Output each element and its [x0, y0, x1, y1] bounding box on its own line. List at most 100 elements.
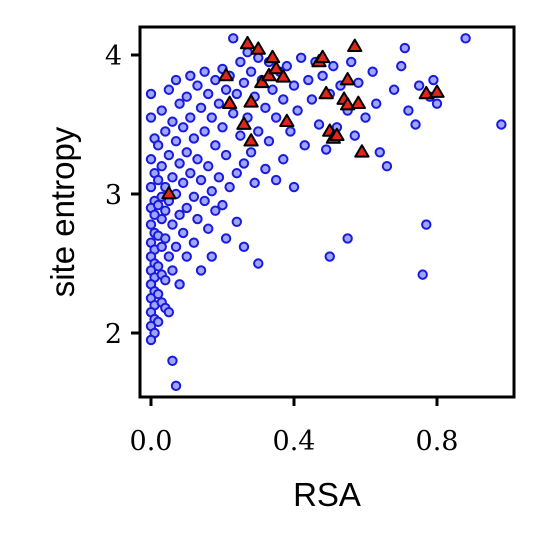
y-axis: 2 3 4 site entropy	[44, 41, 139, 350]
circle-point	[203, 88, 214, 100]
points-layer	[145, 33, 507, 392]
triangle-point	[429, 84, 445, 98]
triangle-point	[350, 95, 366, 109]
triangle-point	[243, 133, 259, 147]
circle-point	[210, 74, 221, 86]
circle-point	[288, 80, 300, 91]
circle-point	[160, 233, 171, 244]
circle-point	[181, 147, 192, 158]
circle-point	[181, 202, 192, 214]
circle-point	[152, 174, 164, 186]
circle-point	[163, 251, 175, 262]
circle-point	[228, 33, 239, 44]
circle-point	[245, 66, 257, 77]
circle-point	[177, 122, 189, 133]
x-tick-label: 0.4	[273, 426, 316, 457]
circle-point	[188, 191, 200, 202]
circle-point	[253, 126, 264, 137]
triangle-point	[347, 38, 363, 52]
circle-point	[174, 158, 185, 169]
circle-point	[167, 219, 178, 230]
circle-point	[410, 119, 421, 130]
circle-point	[360, 112, 371, 123]
circle-point	[160, 126, 171, 137]
circle-point	[270, 174, 282, 186]
circle-point	[188, 237, 200, 248]
triangle-point	[254, 74, 270, 89]
triangle-point	[418, 85, 434, 100]
circle-point	[185, 70, 196, 82]
circle-point	[163, 84, 175, 95]
circle-point	[199, 126, 210, 137]
triangle-point	[161, 186, 177, 200]
triangle-point	[275, 69, 291, 83]
circle-point	[220, 84, 232, 95]
circle-point	[192, 80, 203, 91]
circle-point	[174, 98, 185, 109]
x-tick-label: 0.8	[416, 426, 459, 457]
circle-point	[270, 112, 282, 123]
circle-point	[217, 199, 228, 211]
triangle-point	[218, 67, 234, 82]
circle-point	[371, 98, 382, 109]
circle-point	[152, 316, 164, 328]
circle-point	[145, 219, 157, 230]
triangle-point	[268, 60, 284, 75]
circle-point	[299, 140, 310, 151]
circle-point	[181, 91, 192, 102]
circle-point	[156, 241, 167, 253]
circle-point	[421, 219, 432, 230]
circle-point	[235, 130, 246, 141]
circle-point	[235, 56, 246, 68]
triangle-point	[250, 41, 266, 55]
circle-point	[206, 112, 217, 123]
circle-point	[249, 177, 260, 189]
circle-point	[413, 80, 425, 91]
circle-point	[496, 119, 507, 130]
circle-point	[238, 158, 250, 169]
circle-point	[156, 213, 167, 225]
circle-point	[320, 144, 332, 155]
x-axis: 0.0 0.4 0.8 RSA	[130, 398, 459, 513]
triangle-point	[261, 67, 277, 82]
circle-point	[303, 74, 314, 86]
circle-point	[167, 265, 178, 276]
circle-point	[306, 94, 318, 105]
triangle-point	[339, 97, 356, 111]
circle-point	[195, 102, 207, 114]
circle-point	[317, 70, 328, 82]
circle-point	[278, 94, 289, 105]
circle-point	[152, 199, 164, 211]
circle-point	[220, 149, 232, 161]
circle-point	[181, 251, 192, 262]
y-tick-label: 2	[105, 319, 122, 350]
circle-point	[206, 186, 217, 197]
circle-point	[381, 161, 393, 172]
circle-point	[170, 74, 182, 86]
y-tick-label: 4	[105, 41, 122, 72]
circle-point	[224, 181, 235, 193]
circle-point	[163, 306, 175, 318]
circle-point	[145, 334, 157, 346]
circle-point	[228, 108, 239, 119]
circle-point	[428, 74, 439, 86]
circle-point	[349, 130, 360, 141]
circle-point	[167, 172, 178, 183]
circle-point	[324, 251, 335, 262]
circle-point	[160, 274, 171, 286]
triangle-point	[354, 144, 370, 158]
triangle-point	[339, 72, 356, 86]
circle-point	[170, 380, 182, 392]
triangle-point	[236, 116, 252, 130]
circle-point	[238, 77, 250, 89]
circle-point	[242, 47, 253, 58]
circle-point	[396, 60, 407, 72]
circle-point	[152, 140, 164, 151]
circle-point	[367, 66, 378, 77]
x-axis-title: RSA	[293, 476, 361, 513]
circle-point	[195, 174, 207, 186]
y-tick-label: 3	[105, 180, 122, 211]
circle-point	[253, 258, 264, 269]
circle-point	[260, 102, 271, 114]
